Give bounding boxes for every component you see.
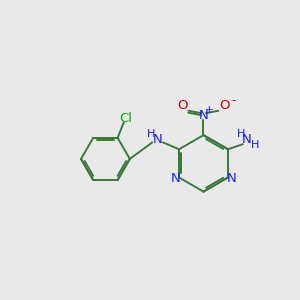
Text: +: + [205,105,214,115]
Text: O: O [177,99,187,112]
Text: N: N [226,172,236,185]
Text: H: H [237,129,245,139]
Text: N: N [242,133,252,146]
Text: N: N [199,109,208,122]
Text: N: N [171,172,180,185]
Text: O: O [219,99,230,112]
Text: N: N [153,133,163,146]
Text: H: H [147,129,155,140]
Text: Cl: Cl [119,112,132,124]
Text: -: - [231,94,236,106]
Text: H: H [250,140,259,150]
